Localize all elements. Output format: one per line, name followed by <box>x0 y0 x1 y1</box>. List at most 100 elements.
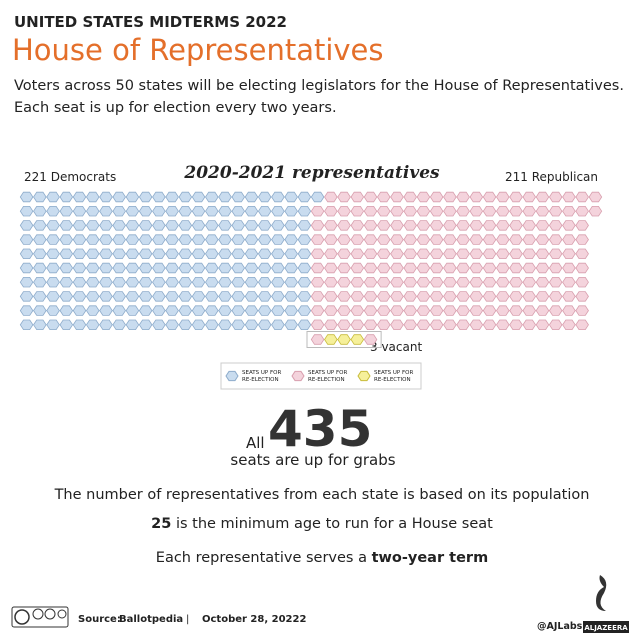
seat <box>33 234 47 245</box>
seat <box>575 205 589 217</box>
seat <box>178 205 193 217</box>
seat <box>33 319 47 331</box>
seat <box>191 262 206 274</box>
seat <box>191 220 206 231</box>
seat <box>509 262 523 274</box>
source: Ballotpedia <box>119 614 183 625</box>
seat <box>337 191 351 203</box>
seat <box>403 191 417 203</box>
seat <box>297 234 312 245</box>
seat <box>363 248 378 260</box>
seat <box>112 248 126 260</box>
seat <box>271 291 285 302</box>
seat <box>416 234 431 245</box>
seat <box>324 305 338 316</box>
seat <box>522 276 537 288</box>
seat <box>19 305 34 316</box>
seat <box>218 191 232 203</box>
seat <box>231 305 246 316</box>
seat <box>416 276 431 288</box>
seat <box>429 291 444 302</box>
seat <box>218 262 232 274</box>
seat <box>284 291 298 302</box>
vacant-seat <box>337 334 351 345</box>
seat <box>112 276 126 288</box>
seat <box>376 234 391 245</box>
seat <box>390 291 404 302</box>
seat <box>19 276 34 288</box>
seat <box>482 234 497 245</box>
seat <box>482 248 497 260</box>
seat <box>297 319 312 331</box>
seat <box>376 291 391 302</box>
seat <box>456 262 470 274</box>
seat <box>390 319 404 331</box>
seat <box>218 205 232 217</box>
seat <box>257 319 272 331</box>
seat <box>231 248 246 260</box>
fact-text: Each representative serves a <box>156 550 367 566</box>
seat <box>125 191 140 203</box>
seat <box>509 291 523 302</box>
seat <box>403 262 417 274</box>
seat <box>85 191 100 203</box>
seat <box>46 248 60 260</box>
seat <box>575 305 589 316</box>
seat <box>469 276 484 288</box>
seat <box>324 262 338 274</box>
seat <box>310 220 325 231</box>
seat <box>19 319 34 331</box>
seat <box>99 305 113 316</box>
seat <box>205 291 219 302</box>
seat <box>99 191 113 203</box>
legend-text: SEATS UP FOR <box>308 370 347 376</box>
seat <box>46 262 60 274</box>
seat <box>191 191 206 203</box>
seat <box>456 234 470 245</box>
seat <box>416 220 431 231</box>
seat <box>19 220 34 231</box>
seat <box>535 305 550 316</box>
seat <box>575 291 589 302</box>
brand: ALJAZEERA <box>584 624 628 632</box>
seat <box>337 248 351 260</box>
seat <box>522 205 537 217</box>
seat <box>33 305 47 316</box>
legend-text: RE-ELECTION <box>242 377 279 383</box>
seat <box>218 305 232 316</box>
seat <box>429 305 444 316</box>
seat <box>152 276 166 288</box>
seat <box>482 191 497 203</box>
seat <box>562 305 576 316</box>
seat <box>443 191 457 203</box>
seat <box>562 276 576 288</box>
seat <box>562 319 576 331</box>
seat <box>59 276 74 288</box>
seat <box>112 305 126 316</box>
seat <box>125 262 140 274</box>
seat <box>218 234 232 245</box>
seat <box>575 262 589 274</box>
seat <box>72 305 87 316</box>
seat <box>337 276 351 288</box>
seat <box>535 248 550 260</box>
seat <box>72 291 87 302</box>
seat <box>416 191 431 203</box>
seat <box>284 319 298 331</box>
seat <box>376 262 391 274</box>
seat <box>350 305 365 316</box>
seat <box>376 205 391 217</box>
seat <box>324 319 338 331</box>
seat <box>125 291 140 302</box>
seat <box>469 319 484 331</box>
seat <box>350 319 365 331</box>
seat <box>363 220 378 231</box>
seat <box>376 305 391 316</box>
seat <box>522 234 537 245</box>
seat <box>205 191 219 203</box>
seat <box>19 205 34 217</box>
seat <box>112 319 126 331</box>
seat <box>350 191 365 203</box>
seat <box>99 248 113 260</box>
seat <box>218 291 232 302</box>
